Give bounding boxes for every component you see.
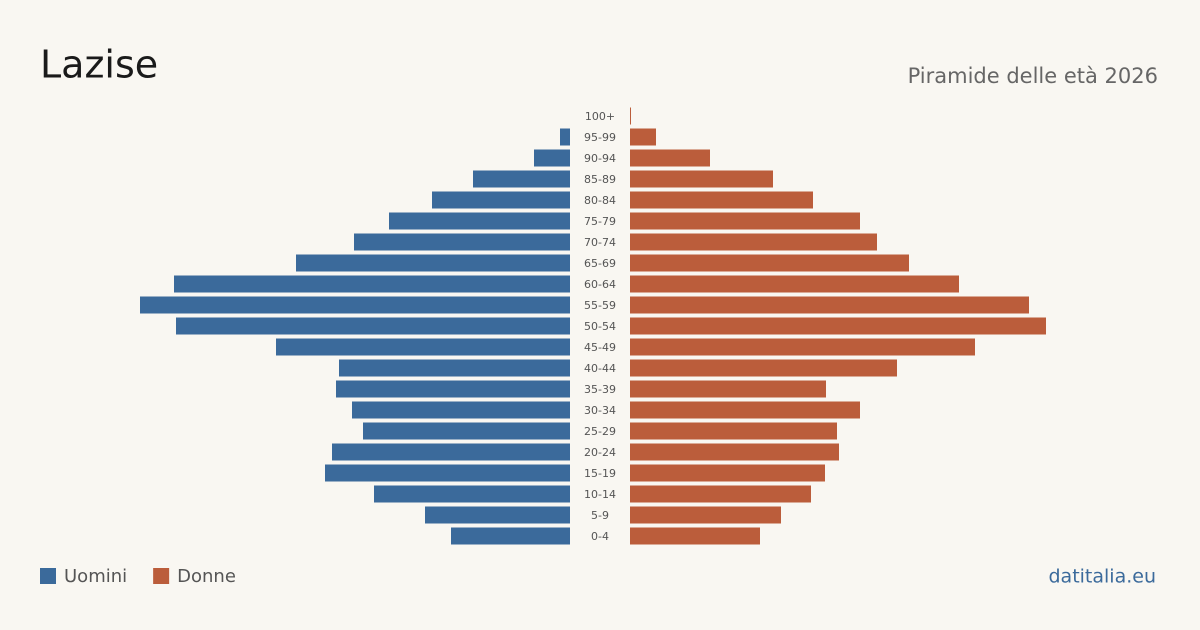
bar (630, 464, 825, 482)
bar (140, 296, 570, 314)
age-label: 10-14 (584, 488, 616, 501)
bar (451, 527, 570, 545)
bar (296, 254, 570, 272)
bar (630, 275, 959, 293)
legend-swatch (153, 568, 170, 584)
bar (630, 359, 897, 377)
bar (176, 317, 570, 335)
age-label: 50-54 (584, 320, 616, 333)
bar (630, 233, 877, 251)
age-label: 25-29 (584, 425, 616, 438)
legend-label: Uomini (64, 566, 127, 587)
age-label: 5-9 (591, 509, 609, 522)
age-label: 70-74 (584, 236, 616, 249)
bar (534, 149, 570, 167)
bar (630, 254, 909, 272)
age-label: 75-79 (584, 215, 616, 228)
bar (174, 275, 570, 293)
bar (389, 212, 570, 230)
source: datitalia.eu (1049, 566, 1157, 588)
bar (374, 485, 570, 503)
age-label: 45-49 (584, 341, 616, 354)
age-label: 30-34 (584, 404, 616, 417)
bar (630, 422, 837, 440)
bar (630, 317, 1046, 335)
bar (325, 464, 570, 482)
age-label: 60-64 (584, 278, 616, 291)
chart-subtitle: Piramide delle età 2026 (908, 64, 1158, 88)
bar (560, 128, 570, 146)
age-label: 55-59 (584, 299, 616, 312)
age-label: 0-4 (591, 530, 609, 543)
age-label: 80-84 (584, 194, 616, 207)
bar (630, 107, 631, 125)
age-label: 100+ (585, 110, 615, 123)
age-label: 85-89 (584, 173, 616, 186)
bar (332, 443, 570, 461)
legend-label: Donne (177, 566, 236, 587)
bar (630, 128, 656, 146)
legend-swatch (40, 568, 56, 584)
bar (352, 401, 570, 419)
bar (354, 233, 570, 251)
age-label: 65-69 (584, 257, 616, 270)
age-label: 20-24 (584, 446, 616, 459)
bar (630, 170, 773, 188)
bar (336, 380, 570, 398)
bar (630, 401, 860, 419)
bar (630, 380, 826, 398)
bar (630, 149, 710, 167)
age-label: 90-94 (584, 152, 616, 165)
age-label: 15-19 (584, 467, 616, 480)
bar (630, 191, 813, 209)
bar (630, 527, 760, 545)
bar (630, 296, 1029, 314)
bar (473, 170, 570, 188)
bar (363, 422, 570, 440)
bar (630, 443, 839, 461)
bar (276, 338, 570, 356)
bar (432, 191, 570, 209)
bar (425, 506, 570, 524)
bar (630, 212, 860, 230)
bar (630, 338, 975, 356)
age-label: 35-39 (584, 383, 616, 396)
bar (339, 359, 570, 377)
chart-title: Lazise (40, 43, 158, 87)
bar (630, 485, 811, 503)
age-label: 40-44 (584, 362, 616, 375)
age-label: 95-99 (584, 131, 616, 144)
bar (630, 506, 781, 524)
